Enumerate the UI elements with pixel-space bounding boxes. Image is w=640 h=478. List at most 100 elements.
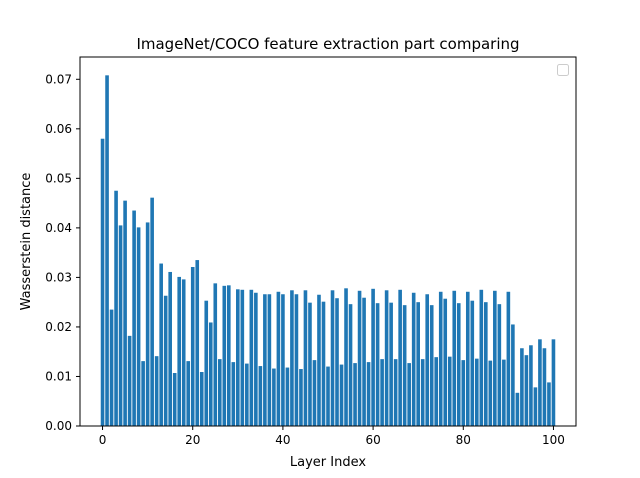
bar-31 [240, 289, 245, 426]
bar-3 [114, 190, 118, 426]
bar-47 [312, 360, 317, 426]
x-tick-label: 100 [542, 433, 565, 447]
bar-65 [393, 359, 398, 426]
y-tick-label: 0.04 [45, 221, 72, 235]
bar-80 [461, 360, 466, 426]
bar-41 [285, 367, 290, 426]
bar-53 [339, 364, 344, 426]
bar-77 [447, 356, 452, 426]
bar-97 [538, 339, 542, 426]
bar-42 [290, 290, 294, 426]
bar-59 [366, 362, 371, 426]
bar-96 [533, 387, 538, 426]
bar-44 [299, 369, 303, 426]
bar-37 [267, 294, 272, 426]
bar-54 [344, 288, 348, 426]
bar-91 [511, 324, 515, 426]
y-tick-label: 0.00 [45, 419, 72, 433]
bar-67 [402, 305, 407, 426]
bar-69 [411, 292, 416, 426]
y-tick-label: 0.01 [45, 369, 72, 383]
chart-title: ImageNet/COCO feature extraction part co… [136, 35, 519, 53]
bar-99 [547, 382, 551, 426]
x-axis-label: Layer Index [290, 455, 366, 470]
bar-74 [434, 357, 439, 426]
bar-57 [357, 290, 362, 426]
bar-61 [375, 303, 380, 426]
bar-90 [506, 291, 511, 426]
y-tick-label: 0.07 [45, 72, 72, 86]
bar-6 [127, 335, 132, 426]
y-tick-label: 0.05 [45, 171, 72, 185]
bar-8 [136, 227, 141, 426]
bar-4 [118, 225, 123, 426]
bar-64 [389, 302, 393, 426]
bar-87 [493, 290, 497, 426]
bar-15 [168, 271, 172, 426]
bar-13 [159, 263, 163, 426]
bar-49 [321, 301, 326, 426]
x-tick-label: 20 [185, 433, 200, 447]
bar-24 [208, 322, 213, 426]
bar-95 [529, 345, 533, 426]
bar-1 [105, 75, 109, 426]
bar-26 [217, 359, 222, 426]
bar-50 [326, 366, 330, 426]
bar-45 [303, 290, 308, 426]
bar-19 [186, 361, 191, 426]
y-axis-ticks: 0.00 0.01 0.02 0.03 0.04 0.05 0.06 0.07 [45, 72, 80, 433]
bar-60 [371, 288, 375, 426]
bar-27 [222, 285, 227, 426]
bar-38 [272, 368, 276, 426]
bar-46 [308, 302, 312, 426]
bar-71 [420, 359, 425, 426]
bar-23 [204, 300, 209, 426]
bar-21 [195, 260, 200, 426]
bar-11 [150, 197, 154, 426]
bar-22 [199, 372, 204, 426]
bar-25 [213, 283, 218, 426]
bar-12 [154, 356, 159, 426]
x-tick-label: 60 [365, 433, 380, 447]
bar-10 [145, 222, 150, 426]
bar-33 [249, 289, 254, 426]
x-tick-label: 40 [275, 433, 290, 447]
bar-14 [163, 295, 168, 426]
x-axis-ticks: 0 20 40 60 80 100 [99, 426, 565, 447]
bar-84 [479, 289, 484, 426]
bar-5 [123, 200, 127, 426]
bar-62 [380, 359, 384, 426]
bar-72 [425, 294, 430, 426]
bar-58 [362, 297, 366, 426]
bar-39 [276, 291, 281, 426]
bar-16 [172, 373, 177, 426]
plot-frame [79, 56, 577, 427]
bar-0 [100, 138, 105, 426]
bar-55 [348, 304, 353, 426]
bar-93 [520, 348, 524, 426]
bar-48 [317, 294, 321, 426]
bar-85 [484, 302, 488, 426]
bar-63 [384, 290, 389, 426]
bars-group [100, 75, 556, 426]
bar-51 [330, 290, 335, 426]
bar-35 [258, 366, 263, 426]
x-tick-label: 80 [456, 433, 471, 447]
y-axis-label: Wasserstein distance [19, 173, 34, 311]
bar-29 [231, 362, 236, 426]
bar-94 [524, 355, 529, 426]
bar-75 [438, 291, 443, 426]
x-tick-label: 0 [99, 433, 107, 447]
bar-18 [181, 279, 186, 426]
bar-86 [488, 360, 493, 426]
bar-17 [177, 276, 182, 426]
bar-92 [515, 392, 520, 426]
bar-83 [475, 358, 479, 426]
bar-2 [109, 309, 114, 426]
bar-20 [190, 267, 195, 426]
bar-76 [443, 298, 448, 426]
bar-30 [236, 289, 240, 426]
bar-78 [452, 290, 457, 426]
bar-82 [470, 300, 475, 426]
